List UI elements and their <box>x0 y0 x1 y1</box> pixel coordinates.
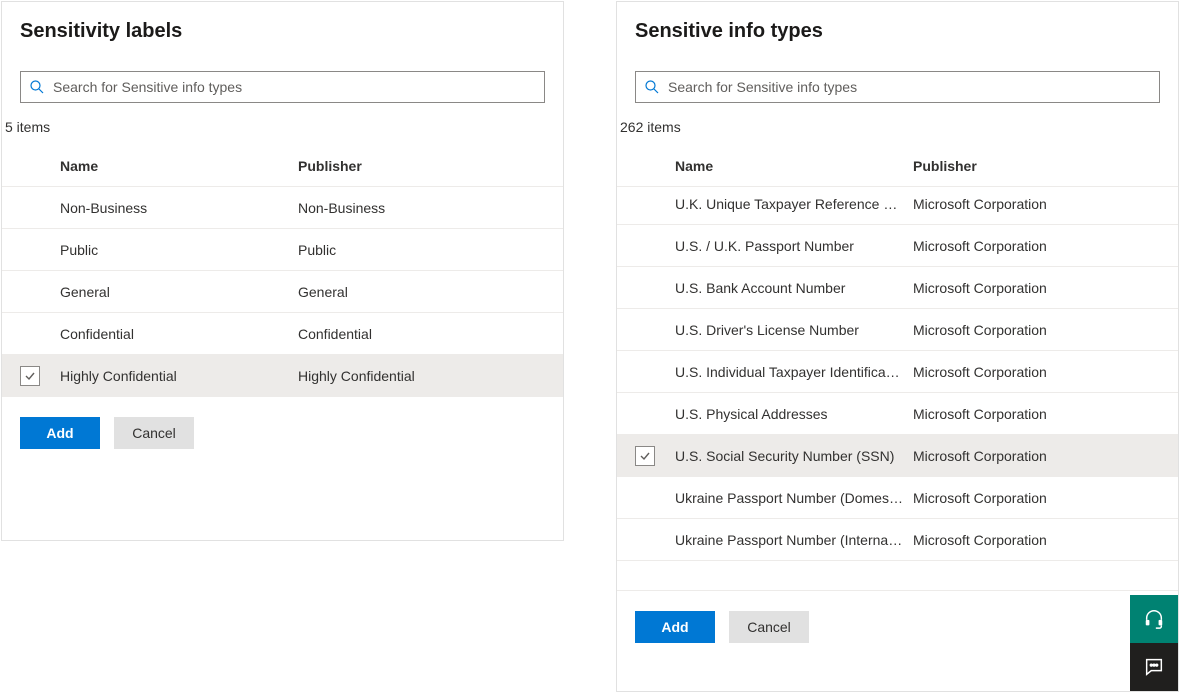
row-name: Confidential <box>60 326 298 342</box>
right-scroll[interactable]: U.K. Physical Addresses Microsoft Corpor… <box>617 187 1178 591</box>
table-header: Name Publisher <box>617 145 1178 187</box>
row-publisher: Microsoft Corporation <box>913 196 1178 212</box>
row-publisher: Microsoft Corporation <box>913 322 1178 338</box>
search-placeholder: Search for Sensitive info types <box>668 79 857 95</box>
support-button[interactable] <box>1130 595 1178 643</box>
row-publisher: Confidential <box>298 326 563 342</box>
table-row[interactable]: U.S. Driver's License NumberMicrosoft Co… <box>617 309 1178 351</box>
row-name: Ukraine Passport Number (International) <box>675 532 913 548</box>
row-name: U.S. Individual Taxpayer Identification … <box>675 364 913 380</box>
row-name: Highly Confidential <box>60 368 298 384</box>
row-publisher: Microsoft Corporation <box>913 448 1178 464</box>
table-row[interactable]: Non-BusinessNon-Business <box>2 187 563 229</box>
row-name: U.S. Social Security Number (SSN) <box>675 448 913 464</box>
row-publisher: Non-Business <box>298 200 563 216</box>
panel-title: Sensitive info types <box>617 2 1178 43</box>
row-name: U.K. Unique Taxpayer Reference Number <box>675 196 913 212</box>
row-publisher: Microsoft Corporation <box>913 532 1178 548</box>
table-header: Name Publisher <box>2 145 563 187</box>
row-publisher: Microsoft Corporation <box>913 280 1178 296</box>
row-publisher: Microsoft Corporation <box>913 238 1178 254</box>
feedback-button[interactable] <box>1130 643 1178 691</box>
row-publisher: Highly Confidential <box>298 368 563 384</box>
search-icon <box>644 79 660 95</box>
table-row[interactable]: GeneralGeneral <box>2 271 563 313</box>
table-row[interactable]: U.S. Physical AddressesMicrosoft Corpora… <box>617 393 1178 435</box>
column-name[interactable]: Name <box>60 158 298 174</box>
row-name: U.S. Bank Account Number <box>675 280 913 296</box>
sensitive-info-types-panel: Sensitive info types Search for Sensitiv… <box>616 1 1179 692</box>
row-checkbox[interactable] <box>635 446 655 466</box>
table-row[interactable]: U.S. Social Security Number (SSN)Microso… <box>617 435 1178 477</box>
row-checkbox[interactable] <box>20 366 40 386</box>
row-publisher: Microsoft Corporation <box>913 364 1178 380</box>
cancel-button[interactable]: Cancel <box>729 611 809 643</box>
table-row[interactable]: U.S. Individual Taxpayer Identification … <box>617 351 1178 393</box>
table-row[interactable]: Ukraine Passport Number (International)M… <box>617 519 1178 561</box>
feedback-icon <box>1143 656 1165 678</box>
table-row[interactable]: ConfidentialConfidential <box>2 313 563 355</box>
column-publisher[interactable]: Publisher <box>913 158 1178 174</box>
row-name: U.S. Physical Addresses <box>675 406 913 422</box>
search-input[interactable]: Search for Sensitive info types <box>20 71 545 103</box>
item-count: 5 items <box>2 113 563 145</box>
item-count: 262 items <box>617 113 1178 145</box>
headset-icon <box>1143 608 1165 630</box>
row-publisher: Microsoft Corporation <box>913 406 1178 422</box>
row-publisher: Public <box>298 242 563 258</box>
search-input[interactable]: Search for Sensitive info types <box>635 71 1160 103</box>
cancel-button[interactable]: Cancel <box>114 417 194 449</box>
row-name: General <box>60 284 298 300</box>
table-row[interactable]: U.S. Bank Account NumberMicrosoft Corpor… <box>617 267 1178 309</box>
row-name: Non-Business <box>60 200 298 216</box>
column-name[interactable]: Name <box>675 158 913 174</box>
search-placeholder: Search for Sensitive info types <box>53 79 242 95</box>
search-icon <box>29 79 45 95</box>
panel-title: Sensitivity labels <box>2 2 563 43</box>
table-row[interactable]: PublicPublic <box>2 229 563 271</box>
table-row[interactable]: Highly ConfidentialHighly Confidential <box>2 355 563 397</box>
table-row[interactable]: U.S. / U.K. Passport NumberMicrosoft Cor… <box>617 225 1178 267</box>
row-publisher: Microsoft Corporation <box>913 490 1178 506</box>
table-row[interactable]: Ukraine Passport Number (Domestic)Micros… <box>617 477 1178 519</box>
row-name: Ukraine Passport Number (Domestic) <box>675 490 913 506</box>
help-button-stack <box>1130 595 1178 691</box>
add-button[interactable]: Add <box>635 611 715 643</box>
table-row[interactable]: U.K. Unique Taxpayer Reference NumberMic… <box>617 187 1178 225</box>
sensitivity-labels-panel: Sensitivity labels Search for Sensitive … <box>1 1 564 541</box>
row-name: U.S. Driver's License Number <box>675 322 913 338</box>
row-name: U.S. / U.K. Passport Number <box>675 238 913 254</box>
left-rows: Non-BusinessNon-BusinessPublicPublicGene… <box>2 187 563 397</box>
row-name: Public <box>60 242 298 258</box>
add-button[interactable]: Add <box>20 417 100 449</box>
column-publisher[interactable]: Publisher <box>298 158 563 174</box>
row-publisher: General <box>298 284 563 300</box>
